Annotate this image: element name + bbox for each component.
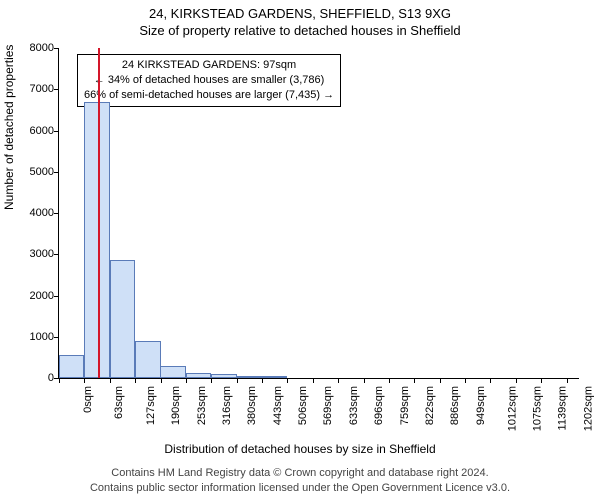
y-tick-label: 3000 (14, 248, 54, 260)
histogram-bar (135, 341, 160, 378)
x-tick-mark (59, 378, 60, 383)
y-tick-label: 6000 (14, 125, 54, 137)
histogram-bar (262, 376, 287, 378)
x-tick-label: 1139sqm (556, 386, 568, 430)
x-tick-mark (440, 378, 441, 383)
x-tick-mark (338, 378, 339, 383)
plot-area: 24 KIRKSTEAD GARDENS: 97sqm ← 34% of det… (58, 48, 579, 379)
x-tick-mark (287, 378, 288, 383)
y-tick-label: 5000 (14, 166, 54, 178)
x-tick-label: 949sqm (475, 386, 487, 425)
x-tick-label: 759sqm (399, 386, 411, 425)
y-tick-label: 2000 (14, 290, 54, 302)
x-tick-mark (465, 378, 466, 383)
x-tick-mark (490, 378, 491, 383)
x-tick-label: 253sqm (196, 386, 208, 425)
title-main: 24, KIRKSTEAD GARDENS, SHEFFIELD, S13 9X… (0, 0, 600, 21)
chart-container: 24, KIRKSTEAD GARDENS, SHEFFIELD, S13 9X… (0, 0, 600, 500)
x-tick-mark (414, 378, 415, 383)
footer-line-1: Contains HM Land Registry data © Crown c… (0, 466, 600, 481)
y-tick-mark (54, 48, 59, 49)
y-tick-mark (54, 254, 59, 255)
histogram-bar (160, 366, 185, 378)
title-sub: Size of property relative to detached ho… (0, 21, 600, 38)
x-tick-mark (389, 378, 390, 383)
callout-line-2: ← 34% of detached houses are smaller (3,… (84, 73, 334, 88)
x-tick-label: 633sqm (348, 386, 360, 425)
x-tick-mark (567, 378, 568, 383)
x-tick-label: 316sqm (221, 386, 233, 425)
y-tick-mark (54, 296, 59, 297)
x-tick-mark (161, 378, 162, 383)
histogram-bar (59, 355, 84, 378)
histogram-bar (237, 376, 262, 378)
y-tick-mark (54, 337, 59, 338)
x-tick-mark (84, 378, 85, 383)
x-tick-label: 886sqm (449, 386, 461, 425)
footer-line-2: Contains public sector information licen… (0, 481, 600, 496)
x-tick-mark (186, 378, 187, 383)
y-tick-mark (54, 89, 59, 90)
x-tick-label: 380sqm (246, 386, 258, 425)
y-tick-mark (54, 213, 59, 214)
x-tick-mark (262, 378, 263, 383)
x-tick-label: 569sqm (323, 386, 335, 425)
y-tick-label: 8000 (14, 42, 54, 54)
x-tick-mark (364, 378, 365, 383)
histogram-bar (110, 260, 135, 378)
histogram-bar (186, 373, 211, 378)
x-tick-label: 190sqm (170, 386, 182, 425)
y-tick-label: 7000 (14, 83, 54, 95)
x-tick-mark (237, 378, 238, 383)
x-axis-label: Distribution of detached houses by size … (0, 442, 600, 456)
y-tick-mark (54, 172, 59, 173)
y-tick-label: 4000 (14, 207, 54, 219)
y-tick-label: 1000 (14, 331, 54, 343)
callout-line-3: 66% of semi-detached houses are larger (… (84, 88, 334, 103)
x-tick-label: 0sqm (82, 386, 94, 413)
y-tick-label: 0 (14, 372, 54, 384)
x-tick-label: 443sqm (272, 386, 284, 425)
x-tick-label: 1012sqm (506, 386, 518, 431)
callout-line-1: 24 KIRKSTEAD GARDENS: 97sqm (84, 58, 334, 73)
histogram-bar (211, 374, 236, 378)
y-tick-mark (54, 131, 59, 132)
x-tick-label: 696sqm (373, 386, 385, 425)
x-tick-label: 822sqm (424, 386, 436, 425)
x-tick-label: 127sqm (145, 386, 157, 425)
x-tick-label: 1202sqm (582, 386, 594, 431)
x-tick-mark (211, 378, 212, 383)
x-tick-mark (110, 378, 111, 383)
x-tick-mark (516, 378, 517, 383)
x-tick-mark (313, 378, 314, 383)
x-tick-mark (541, 378, 542, 383)
x-tick-label: 63sqm (113, 386, 125, 419)
property-marker-line (98, 48, 100, 378)
x-tick-label: 1075sqm (532, 386, 544, 431)
footer-attribution: Contains HM Land Registry data © Crown c… (0, 466, 600, 496)
x-tick-mark (135, 378, 136, 383)
x-tick-label: 506sqm (297, 386, 309, 425)
property-callout: 24 KIRKSTEAD GARDENS: 97sqm ← 34% of det… (77, 54, 341, 107)
